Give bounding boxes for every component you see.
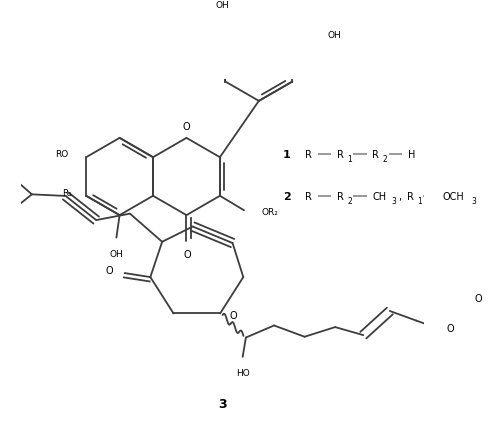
Text: O: O (184, 249, 191, 259)
Text: 2: 2 (382, 155, 388, 164)
Text: OR₂: OR₂ (262, 208, 278, 217)
Text: 1: 1 (417, 197, 422, 206)
Text: R: R (337, 191, 344, 201)
Text: OH: OH (110, 249, 124, 258)
Text: OH: OH (328, 31, 342, 40)
Text: O: O (182, 122, 190, 132)
Text: O: O (446, 323, 454, 333)
Text: O: O (230, 310, 237, 320)
Text: R: R (407, 191, 414, 201)
Text: 1: 1 (347, 155, 352, 164)
Text: 3: 3 (392, 197, 396, 206)
Text: 3: 3 (218, 397, 227, 410)
Text: O: O (106, 265, 114, 275)
Text: R₁: R₁ (62, 189, 72, 198)
Text: CH: CH (372, 191, 386, 201)
Text: OH: OH (216, 1, 229, 10)
Text: H: H (408, 150, 415, 160)
Text: 2: 2 (347, 197, 352, 206)
Text: 3: 3 (471, 197, 476, 206)
Text: 1: 1 (283, 150, 290, 160)
Text: R: R (306, 191, 312, 201)
Text: R: R (306, 150, 312, 160)
Text: R: R (337, 150, 344, 160)
Text: OCH: OCH (442, 191, 464, 201)
Text: 2: 2 (283, 191, 290, 201)
Text: HO: HO (236, 368, 250, 377)
Text: RO: RO (55, 150, 68, 159)
Text: ,: , (398, 191, 402, 201)
Text: O: O (474, 293, 482, 304)
Text: R: R (372, 150, 379, 160)
